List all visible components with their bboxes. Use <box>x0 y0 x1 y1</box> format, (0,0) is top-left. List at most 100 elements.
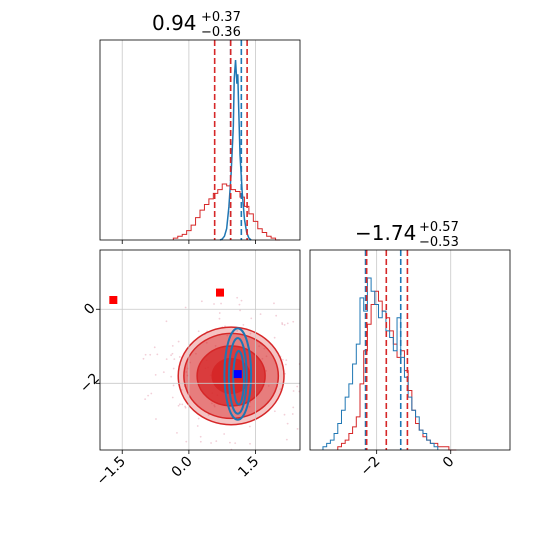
param1-frame <box>99 39 301 241</box>
joint-sample-point <box>147 394 150 397</box>
joint-sample-point <box>286 322 289 325</box>
joint-markers <box>109 288 242 379</box>
joint-sample-point <box>306 337 308 339</box>
joint-sample-point <box>196 425 199 427</box>
param2-title-plus: +0.57 <box>419 220 459 235</box>
joint-sample-point <box>177 340 180 343</box>
joint-sample-point <box>283 324 286 326</box>
joint-marker-red <box>109 296 118 304</box>
joint-sample-point <box>185 440 188 443</box>
joint-sample-point <box>214 345 217 347</box>
joint-sample-point <box>291 413 294 415</box>
joint-sample-point <box>236 296 239 299</box>
joint-sample-point <box>170 354 173 357</box>
joint-sample-point <box>165 358 168 360</box>
joint-sample-point <box>263 347 266 350</box>
joint-sample-point <box>258 345 260 348</box>
joint-sample-point <box>292 390 295 392</box>
joint-sample-point <box>305 409 307 411</box>
joint-sample-point <box>170 375 173 378</box>
joint-posterior-contour <box>227 337 248 415</box>
joint-sample-point <box>199 435 202 438</box>
joint-sample-point <box>173 358 176 360</box>
joint-sample-point <box>296 427 299 430</box>
joint-sample-point <box>248 425 251 428</box>
param2-title: −1.74 <box>355 221 416 245</box>
joint-sample-point <box>239 309 241 312</box>
joint-sample-point <box>195 352 197 355</box>
joint-sample-point <box>171 396 174 399</box>
joint-sample-point <box>282 358 284 361</box>
joint-sample-point <box>150 392 153 395</box>
joint-sample-point <box>261 357 264 360</box>
joint-sample-point <box>259 313 262 315</box>
param1-ticks <box>121 240 256 244</box>
param1-title: 0.94 <box>152 11 197 35</box>
joint-sample-point <box>172 367 175 370</box>
joint-sample-point <box>197 417 200 420</box>
joint-sample-point <box>172 384 175 387</box>
joint-sample-point <box>234 442 237 445</box>
joint-sample-point <box>155 418 157 420</box>
joint-sample-point <box>275 314 278 317</box>
param2-marginal-panel: −2 0 −1.74 +0.57 −0.53 <box>309 220 511 480</box>
joint-sample-point <box>302 348 304 350</box>
joint-prior-contour <box>211 357 251 394</box>
joint-sample-point <box>162 371 165 374</box>
joint-sample-point <box>144 398 147 400</box>
param2-grid <box>376 250 452 450</box>
joint-sample-point <box>242 323 245 326</box>
joint-sample-point <box>285 359 288 362</box>
joint-sample-point <box>178 403 181 406</box>
param1-marginal-panel: 0.94 +0.37 −0.36 <box>99 10 301 244</box>
joint-sample-point <box>265 370 267 372</box>
joint-sample-point <box>178 356 181 358</box>
param2-xtick-label: −2 <box>358 454 384 480</box>
joint-sample-point <box>149 353 152 356</box>
joint-sample-point <box>284 363 287 366</box>
joint-frame <box>99 249 301 451</box>
joint-posterior-contour <box>232 350 246 406</box>
joint-sample-point <box>215 440 218 443</box>
joint-sample-point <box>171 352 174 355</box>
joint-sample-point <box>265 355 268 358</box>
joint-sample-point <box>200 300 203 303</box>
joint-sample-point <box>177 404 180 407</box>
joint-ytick-label: 0 <box>81 300 99 318</box>
joint-sample-point <box>273 410 276 413</box>
joint-sample-point <box>248 405 251 408</box>
joint-sample-point <box>283 413 286 416</box>
param1-title-minus: −0.36 <box>201 25 241 40</box>
joint-sample-point <box>229 441 231 444</box>
joint-sample-point <box>213 405 216 408</box>
joint-sample-point <box>156 353 159 356</box>
joint-sample-point <box>223 433 226 435</box>
param1-quantile-lines <box>213 40 248 240</box>
joint-sample-point <box>213 303 215 305</box>
joint-panel: −1.5 0.0 1.5 0 −2 <box>77 249 308 489</box>
joint-sample-point <box>240 299 243 302</box>
joint-sample-point <box>153 346 156 349</box>
joint-sample-point <box>249 332 252 335</box>
joint-sample-point <box>273 336 276 339</box>
joint-sample-point <box>213 404 216 407</box>
joint-ytick-label: −2 <box>77 370 103 396</box>
param1-prior-histogram <box>172 183 280 241</box>
joint-sample-point <box>176 432 178 434</box>
param2-frame <box>309 249 511 451</box>
joint-sample-point <box>197 330 200 333</box>
joint-grid <box>100 250 300 450</box>
joint-sample-point <box>142 357 145 360</box>
joint-sample-point <box>250 317 253 320</box>
joint-sample-point <box>165 320 168 323</box>
joint-sample-point <box>292 406 295 409</box>
joint-sample-point <box>171 344 174 347</box>
joint-sample-point <box>273 302 275 305</box>
joint-posterior-contours <box>223 327 253 421</box>
joint-sample-point <box>267 384 270 387</box>
joint-sample-point <box>305 339 307 341</box>
param1-title-value: 0.94 <box>152 11 197 35</box>
joint-sample-point <box>285 438 288 441</box>
joint-sample-point <box>296 385 299 388</box>
joint-sample-point <box>220 302 222 305</box>
